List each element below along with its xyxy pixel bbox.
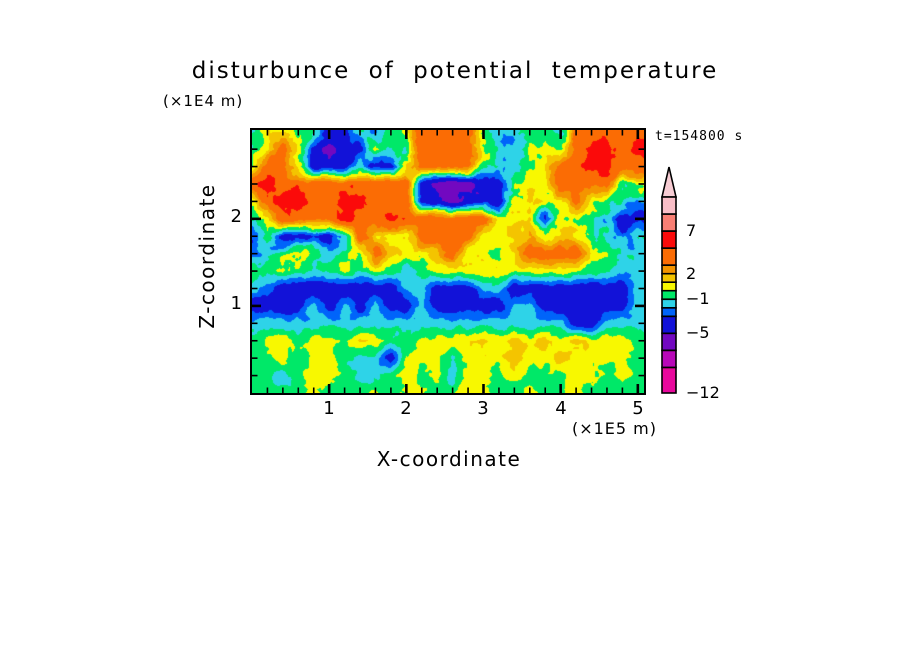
colorbar-segment <box>661 366 677 394</box>
heatmap-canvas <box>252 130 644 393</box>
x-tick-label-1: 1 <box>323 398 335 419</box>
colorbar-label-m12: −12 <box>686 383 720 402</box>
y-axis-unit-label: (×1E4 m) <box>163 92 244 110</box>
colorbar-segment <box>661 349 677 369</box>
colorbar-segment <box>661 298 677 309</box>
x-tick-label-5: 5 <box>632 398 644 419</box>
x-tick-label-4: 4 <box>555 398 567 419</box>
time-annotation: t=154800 s <box>655 129 744 144</box>
x-tick-label-2: 2 <box>400 398 412 419</box>
colorbar-label-m1: −1 <box>686 289 710 308</box>
chart-title: disturbunce of potential temperature <box>191 58 719 84</box>
colorbar-segment <box>661 315 677 335</box>
colorbar-segment <box>661 272 677 283</box>
colorbar-arrow-icon <box>660 166 678 198</box>
colorbar-label-2: 2 <box>686 264 697 283</box>
colorbar-label-7: 7 <box>686 221 697 240</box>
colorbar-segment <box>661 230 677 249</box>
colorbar-label-m5: −5 <box>686 323 710 342</box>
colorbar-segment <box>661 264 677 275</box>
colorbar-segment <box>661 289 677 300</box>
x-axis-unit-label: (×1E5 m) <box>571 419 657 438</box>
colorbar-segment <box>661 281 677 292</box>
colorbar-segment <box>661 332 677 352</box>
colorbar-segment <box>661 213 677 232</box>
x-axis-title: X-coordinate <box>376 447 522 471</box>
colorbar-segment <box>661 307 677 318</box>
x-tick-label-3: 3 <box>477 398 489 419</box>
colorbar-segment <box>661 196 677 215</box>
y-tick-label-2: 2 <box>230 206 242 227</box>
colorbar-segment <box>661 247 677 266</box>
plot-area <box>250 128 646 395</box>
y-tick-label-1: 1 <box>230 293 242 314</box>
colorbar <box>660 166 678 394</box>
